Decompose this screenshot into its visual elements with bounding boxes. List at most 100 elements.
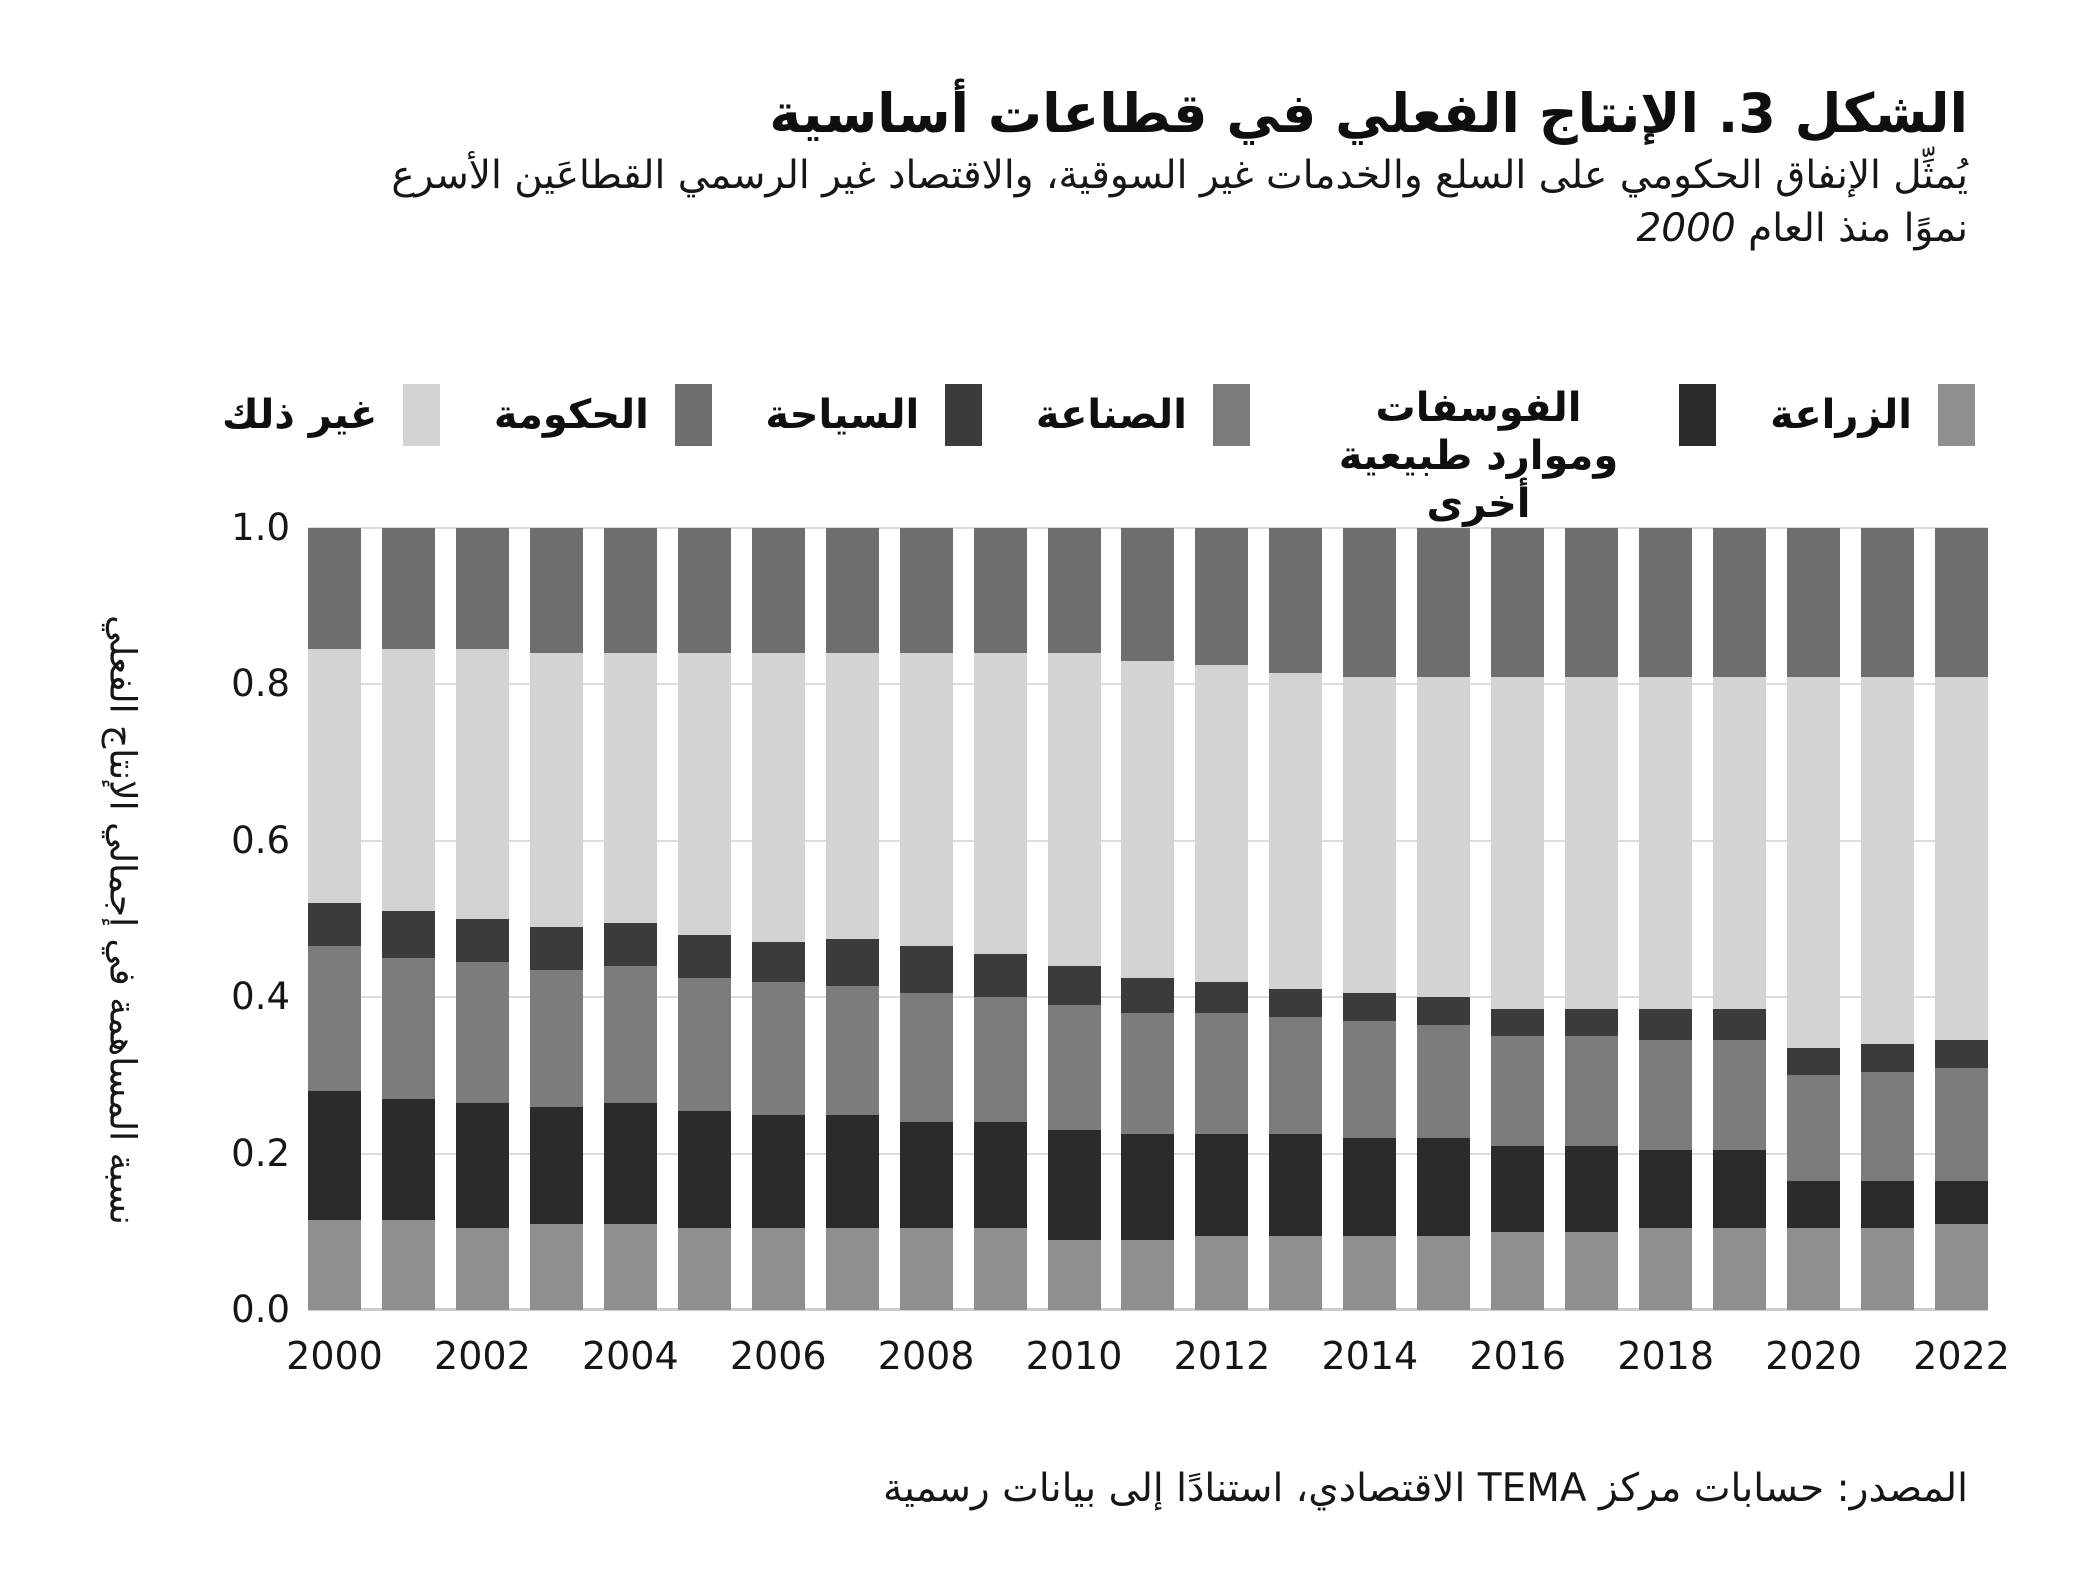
bar-2008 [899, 528, 953, 1310]
bar-segment-agriculture-2004 [603, 1223, 657, 1310]
bar-segment-industry-2011 [1121, 1012, 1175, 1135]
x-tick-2004: 2004 [581, 1334, 679, 1378]
bar-segment-industry-2004 [603, 965, 657, 1103]
bar-segment-tourism-2019 [1713, 1008, 1767, 1041]
bar-segment-phosphates-2009 [973, 1122, 1027, 1228]
bar-segment-phosphates-2021 [1861, 1180, 1915, 1228]
bar-segment-government-2000 [308, 528, 361, 650]
bar-segment-government-2014 [1343, 528, 1397, 677]
bar-segment-tourism-2001 [381, 911, 435, 959]
bars [308, 528, 1988, 1310]
legend-swatch-phosphates [1679, 384, 1717, 446]
legend-swatch-industry [1212, 384, 1250, 446]
bar-2017 [1565, 528, 1619, 1310]
bar-segment-other-2005 [677, 653, 731, 935]
legend-item-other: غير ذلك [222, 384, 441, 446]
bar-segment-government-2016 [1491, 528, 1545, 677]
bar-segment-agriculture-2006 [751, 1227, 805, 1310]
bar-segment-agriculture-2016 [1491, 1231, 1545, 1310]
legend-label-tourism: السياحة [765, 392, 920, 438]
bar-2009 [973, 528, 1027, 1310]
bar-segment-industry-2014 [1343, 1020, 1397, 1138]
bar-segment-other-2018 [1639, 676, 1693, 1009]
bar-segment-agriculture-2005 [677, 1227, 731, 1310]
figure-subtitle: يُمثِّل الإنفاق الحكومي على السلع والخدم… [120, 150, 1968, 255]
legend-item-industry: الصناعة [1036, 384, 1250, 446]
bar-segment-government-2007 [825, 528, 879, 654]
bar-segment-industry-2017 [1565, 1036, 1619, 1146]
bar-segment-industry-2002 [455, 962, 509, 1103]
bar-2006 [751, 528, 805, 1310]
y-axis: 0.0 0.2 0.4 0.6 0.8 1.0 [168, 506, 290, 1331]
y-tick-0.6: 0.6 [231, 818, 290, 862]
bar-segment-tourism-2010 [1047, 965, 1101, 1006]
bar-segment-industry-2019 [1713, 1040, 1767, 1150]
bar-segment-phosphates-2020 [1787, 1180, 1841, 1228]
x-tick-2012: 2012 [1173, 1334, 1271, 1378]
bar-segment-agriculture-2003 [529, 1223, 583, 1310]
bar-segment-phosphates-2017 [1565, 1145, 1619, 1232]
bar-segment-phosphates-2000 [308, 1091, 361, 1221]
bar-segment-phosphates-2002 [455, 1102, 509, 1228]
bar-segment-other-2021 [1861, 676, 1915, 1045]
bar-segment-agriculture-2018 [1639, 1227, 1693, 1310]
y-tick-0.8: 0.8 [231, 662, 290, 706]
bar-segment-phosphates-2012 [1195, 1134, 1249, 1236]
bar-segment-phosphates-2015 [1417, 1137, 1471, 1236]
x-tick-2020: 2020 [1765, 1334, 1862, 1378]
bar-segment-government-2010 [1047, 528, 1101, 654]
bar-segment-tourism-2022 [1934, 1040, 1988, 1068]
bar-2013 [1269, 528, 1323, 1310]
gridline-1 [308, 527, 1988, 529]
bar-2018 [1639, 528, 1693, 1310]
bar-2011 [1121, 528, 1175, 1310]
legend-label-agriculture: الزراعة [1770, 392, 1912, 438]
bar-segment-phosphates-2010 [1047, 1130, 1101, 1240]
bar-segment-industry-2012 [1195, 1012, 1249, 1135]
bar-segment-industry-2016 [1491, 1036, 1545, 1146]
bar-segment-tourism-2004 [603, 922, 657, 966]
legend-swatch-other [403, 384, 441, 446]
bar-segment-other-2003 [529, 653, 583, 927]
bar-segment-other-2012 [1195, 664, 1249, 982]
bar-segment-tourism-2016 [1491, 1008, 1545, 1037]
figure-subtitle-line1: يُمثِّل الإنفاق الحكومي على السلع والخدم… [391, 153, 1968, 198]
bar-segment-tourism-2011 [1121, 977, 1175, 1013]
bar-segment-phosphates-2006 [751, 1114, 805, 1228]
x-tick-2016: 2016 [1469, 1334, 1567, 1378]
y-tick-0.4: 0.4 [231, 975, 290, 1019]
bar-2010 [1047, 528, 1101, 1310]
legend-swatch-tourism [945, 384, 983, 446]
bar-segment-other-2022 [1934, 676, 1988, 1041]
bar-segment-government-2017 [1565, 528, 1619, 677]
legend-label-other: غير ذلك [222, 392, 378, 438]
bar-2001 [381, 528, 435, 1310]
bar-segment-agriculture-2007 [825, 1227, 879, 1310]
bar-segment-tourism-2008 [899, 946, 953, 994]
bar-segment-government-2019 [1713, 528, 1767, 677]
bar-2003 [529, 528, 583, 1310]
bar-segment-other-2008 [899, 653, 953, 947]
bar-segment-phosphates-2003 [529, 1106, 583, 1224]
bar-segment-other-2013 [1269, 672, 1323, 990]
bar-segment-industry-2020 [1787, 1075, 1841, 1181]
legend-label-phosphates: الفوسفات وموارد طبيعية أخرى [1338, 385, 1619, 527]
figure-title: الشكل 3. الإنتاج الفعلي في قطاعات أساسية [769, 82, 1968, 146]
bar-segment-government-2008 [899, 528, 953, 654]
bar-segment-phosphates-2004 [603, 1102, 657, 1224]
bar-segment-agriculture-2020 [1787, 1227, 1841, 1310]
bar-2004 [603, 528, 657, 1310]
bar-2000 [308, 528, 361, 1310]
bar-segment-other-2004 [603, 653, 657, 923]
bar-segment-tourism-2018 [1639, 1008, 1693, 1041]
bar-segment-phosphates-2019 [1713, 1149, 1767, 1228]
bar-segment-tourism-2009 [973, 954, 1027, 998]
bar-2015 [1417, 528, 1471, 1310]
bar-segment-government-2021 [1861, 528, 1915, 677]
bar-segment-agriculture-2002 [455, 1227, 509, 1310]
bar-segment-tourism-2013 [1269, 989, 1323, 1017]
bar-segment-other-2014 [1343, 676, 1397, 994]
bar-segment-phosphates-2018 [1639, 1149, 1693, 1228]
x-axis: 2000 2002 2004 2006 2008 2010 2012 2014 2016 2018… [286, 1334, 2010, 1394]
